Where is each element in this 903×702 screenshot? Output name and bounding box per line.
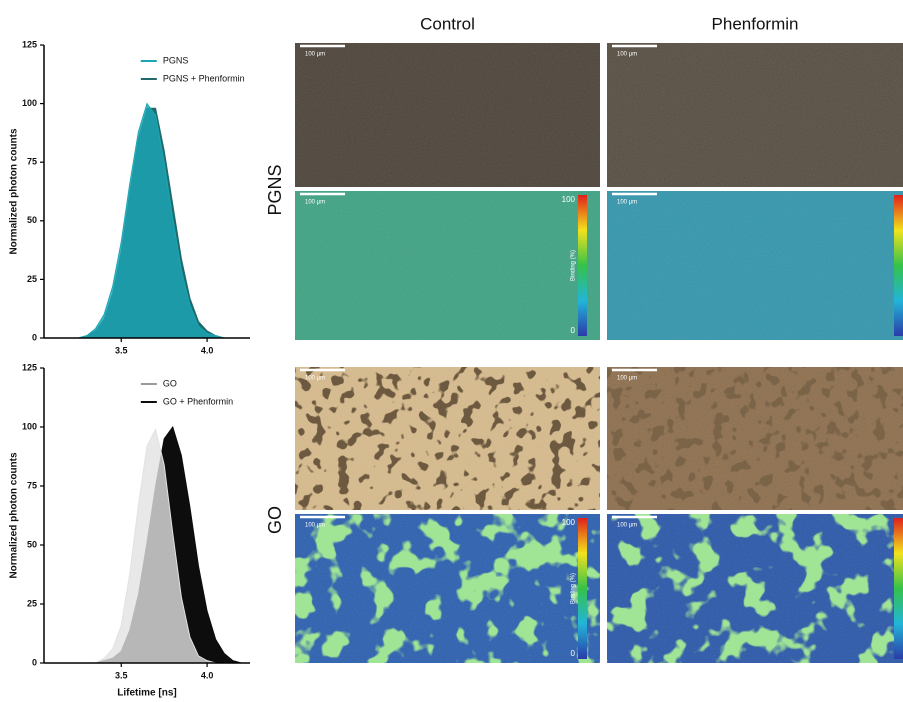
image-panel: 100 µm (295, 367, 600, 510)
image-features (295, 514, 600, 663)
colorbar-max: 100 (562, 195, 576, 204)
row-label: GO (265, 506, 285, 534)
image-panel: 100 µm (295, 43, 600, 187)
y-tick-label: 125 (22, 362, 37, 372)
colorbar (578, 195, 587, 336)
colorbar-min: 0 (571, 649, 576, 658)
row-label: PGNS (265, 164, 285, 215)
y-axis-label: Normalized photon counts (9, 128, 20, 255)
colorbar (894, 518, 903, 659)
colorbar-max: 100 (562, 518, 576, 527)
image-texture (295, 43, 600, 187)
area (52, 427, 250, 664)
x-tick-label: 3.5 (115, 670, 128, 680)
colorbar (894, 195, 903, 336)
image-features (295, 367, 600, 510)
colorbar (578, 518, 587, 659)
y-tick-label: 100 (22, 98, 37, 108)
column-header: Control (420, 14, 475, 33)
image-panel: 100 µm 100 0 Binding (%) (295, 514, 600, 663)
scale-bar-label: 100 µm (305, 523, 325, 529)
image-panel: 100 µm (607, 514, 903, 663)
image-panel: 100 µm (607, 367, 903, 510)
x-tick-label: 4.0 (201, 670, 214, 680)
y-tick-label: 0 (32, 657, 37, 667)
area (52, 102, 250, 339)
image-texture (607, 191, 903, 340)
y-tick-label: 25 (27, 274, 37, 284)
legend-label: PGNS (163, 55, 189, 65)
legend-label: GO + Phenformin (163, 396, 233, 406)
scale-bar-label: 100 µm (617, 52, 637, 58)
x-tick-label: 3.5 (115, 345, 128, 355)
y-axis-label: Normalized photon counts (9, 452, 20, 579)
image-panel: 100 µm 100 0 Binding (%) (295, 191, 600, 340)
x-tick-label: 4.0 (201, 345, 214, 355)
colorbar-min: 0 (571, 326, 576, 335)
y-tick-label: 75 (27, 157, 37, 167)
scale-bar-label: 100 µm (305, 52, 325, 58)
image-features (607, 514, 903, 663)
y-tick-label: 125 (22, 39, 37, 49)
image-texture (295, 191, 600, 340)
legend-label: PGNS + Phenformin (163, 73, 245, 83)
image-texture (607, 43, 903, 187)
colorbar-label: Binding (%) (571, 250, 577, 281)
y-tick-label: 25 (27, 598, 37, 608)
scale-bar-label: 100 µm (617, 376, 637, 382)
y-tick-label: 75 (27, 480, 37, 490)
scale-bar-label: 100 µm (305, 200, 325, 206)
y-tick-label: 100 (22, 421, 37, 431)
image-panel: 100 µm (607, 191, 903, 340)
y-tick-label: 50 (27, 539, 37, 549)
scale-bar-label: 100 µm (617, 523, 637, 529)
y-tick-label: 50 (27, 215, 37, 225)
scale-bar-label: 100 µm (305, 376, 325, 382)
image-panel: 100 µm (607, 43, 903, 187)
colorbar-label: Binding (%) (571, 573, 577, 604)
scale-bar-label: 100 µm (617, 200, 637, 206)
x-axis-label: Lifetime [ns] (117, 688, 176, 699)
legend-label: GO (163, 378, 177, 388)
y-tick-label: 0 (32, 332, 37, 342)
image-features (607, 367, 903, 510)
column-header: Phenformin (712, 14, 799, 33)
